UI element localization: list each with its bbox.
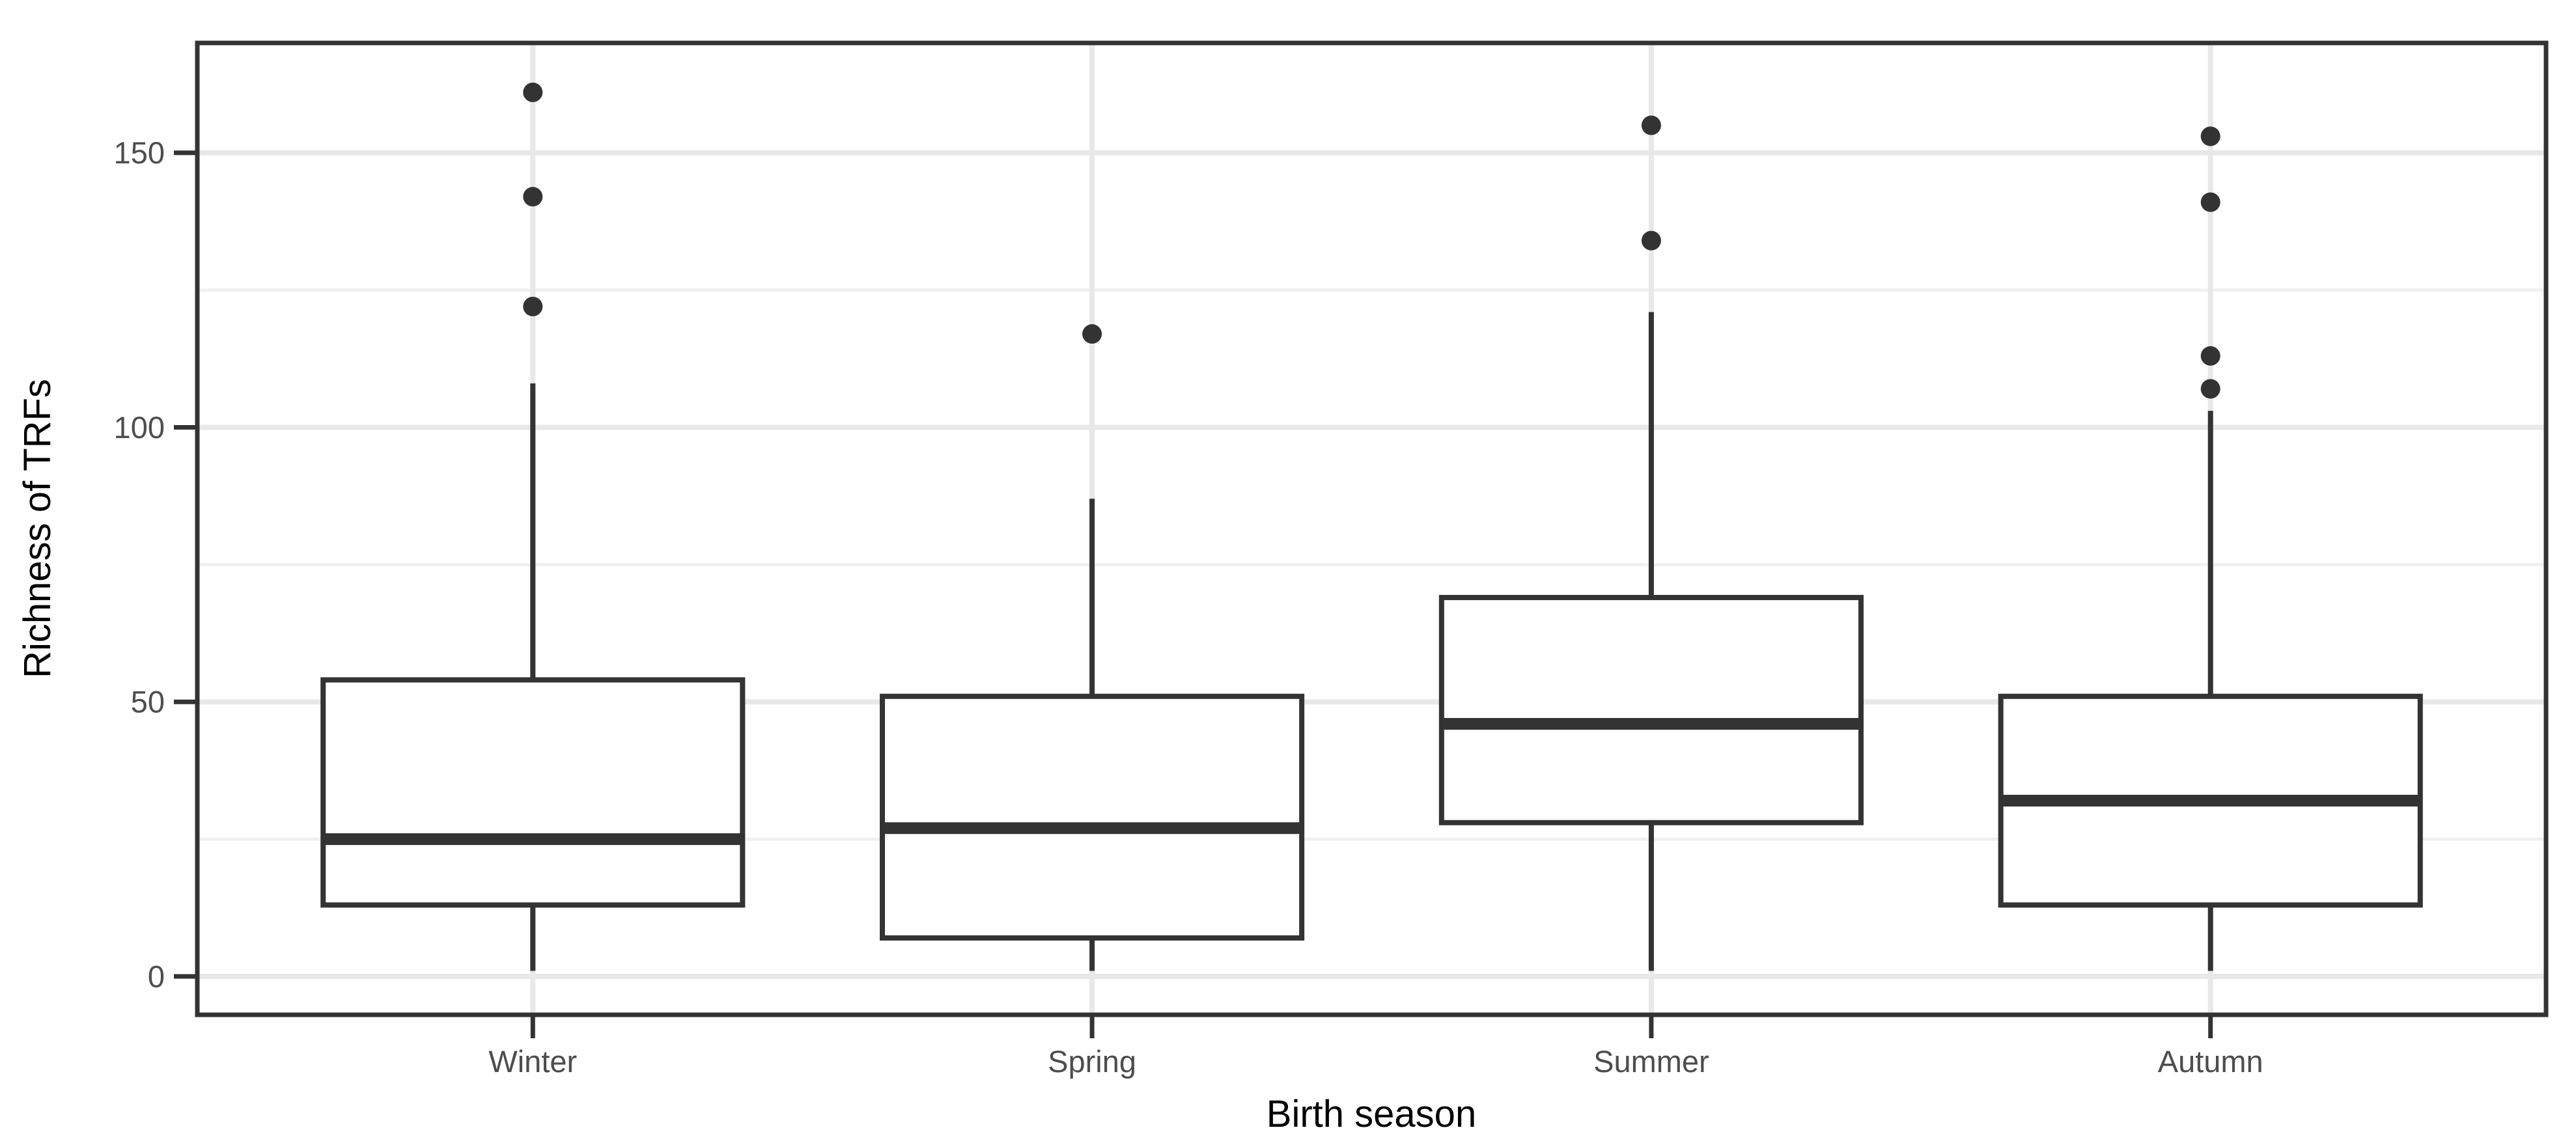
box-summer xyxy=(1438,594,1864,825)
y-axis-title: Richness of TRFs xyxy=(16,379,59,678)
outlier-point-autumn xyxy=(2200,346,2220,366)
box-winter xyxy=(320,677,746,908)
y-tick-label: 0 xyxy=(148,959,165,993)
outlier-point-winter xyxy=(523,82,543,102)
outlier-point-summer xyxy=(1641,115,1661,135)
x-tick-label-spring: Spring xyxy=(1048,1044,1136,1079)
x-tick-label-summer: Summer xyxy=(1593,1044,1709,1079)
outlier-point-winter xyxy=(523,296,543,316)
outlier-point-autumn xyxy=(2200,126,2220,146)
box-spring xyxy=(880,693,1305,941)
outlier-point-autumn xyxy=(2200,379,2220,399)
y-tick-label: 150 xyxy=(114,135,165,170)
outlier-point-winter xyxy=(523,187,543,207)
outlier-point-spring xyxy=(1082,324,1102,344)
outlier-point-autumn xyxy=(2200,192,2220,212)
x-tick-label-autumn: Autumn xyxy=(2158,1044,2263,1079)
x-axis-title: Birth season xyxy=(1266,1093,1477,1135)
y-tick-label: 50 xyxy=(131,685,165,719)
x-tick-label-winter: Winter xyxy=(488,1044,577,1079)
panel-border xyxy=(195,40,2549,1017)
outlier-point-summer xyxy=(1641,230,1661,251)
y-tick-label: 100 xyxy=(114,410,165,445)
